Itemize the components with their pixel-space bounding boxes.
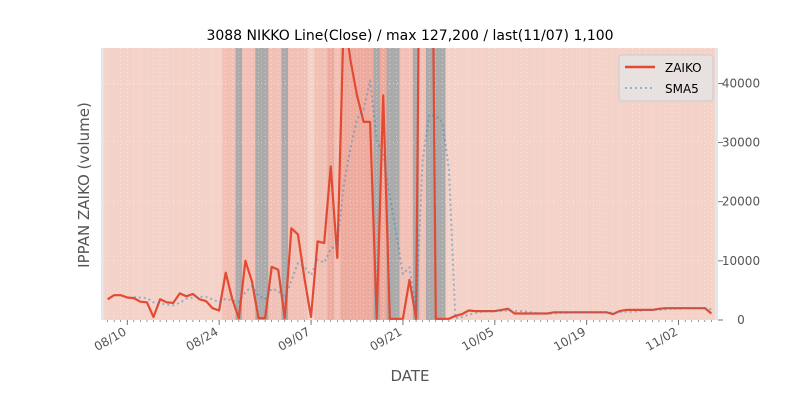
x-tick-label-09/21: 09/21 bbox=[367, 324, 404, 353]
x-axis-label: DATE bbox=[390, 367, 429, 385]
legend-label-sma5: SMA5 bbox=[665, 82, 699, 96]
x-tick-label-08/24: 08/24 bbox=[184, 324, 221, 353]
x-tick-label-10/19: 10/19 bbox=[551, 324, 588, 353]
series-lines bbox=[107, 48, 713, 320]
x-axis-ticks: 08/10 08/24 09/07 09/21 10/05 10/19 11/02 bbox=[92, 320, 712, 354]
y-axis-label: IPPAN ZAIKO (volume) bbox=[75, 102, 93, 268]
series-line-sma5 bbox=[133, 79, 712, 320]
x-tick-label-10/05: 10/05 bbox=[459, 324, 496, 353]
y-tick-label-40000: 40000 bbox=[722, 76, 760, 90]
grid bbox=[101, 48, 718, 321]
x-tick-label-09/07: 09/07 bbox=[276, 324, 313, 353]
y-tick-label-20000: 20000 bbox=[722, 195, 760, 209]
y-tick-label-30000: 30000 bbox=[722, 136, 760, 150]
x-tick-label-11/02: 11/02 bbox=[643, 324, 680, 353]
y-axis-ticks: 0 10000 20000 30000 40000 bbox=[718, 76, 760, 327]
legend-label-zaiko: ZAIKO bbox=[665, 61, 702, 75]
legend: ZAIKO SMA5 bbox=[618, 54, 714, 102]
y-tick-label-10000: 10000 bbox=[722, 254, 760, 268]
x-tick-label-08/10: 08/10 bbox=[92, 324, 129, 353]
y-tick-label-0: 0 bbox=[737, 313, 745, 327]
chart-title: 3088 NIKKO Line(Close) / max 127,200 / l… bbox=[206, 28, 613, 44]
